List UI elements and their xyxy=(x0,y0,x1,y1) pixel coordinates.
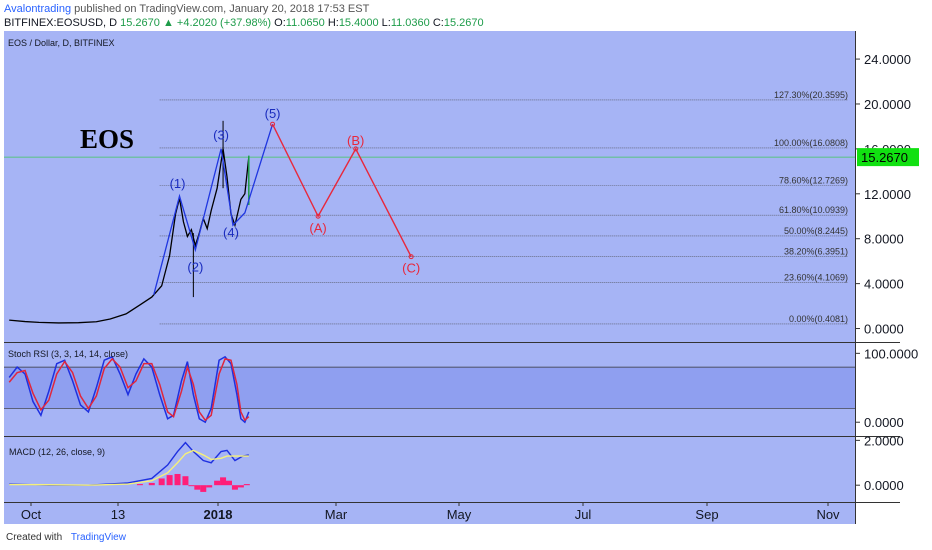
close-label: C: xyxy=(432,17,444,29)
price-axis-label: 20.0000 xyxy=(864,97,911,112)
time-axis-label: Sep xyxy=(695,507,718,522)
macd-histogram-bar xyxy=(243,484,250,486)
tradingview-brand[interactable]: TradingView xyxy=(70,532,126,543)
symbol-info: BITFINEX:EOSUSD, D 15.2670 ▲ +4.2020 (+3… xyxy=(4,17,484,29)
abc-projection-line xyxy=(271,123,412,257)
macd-histogram-bar xyxy=(231,485,238,490)
time-axis-label: May xyxy=(447,507,472,522)
close-value: 15.2670 xyxy=(443,17,484,29)
footer: Created with TradingView xyxy=(6,532,126,543)
projection-node xyxy=(315,213,321,219)
stoch-axis-label: 0.0000 xyxy=(864,415,904,430)
high-label: H: xyxy=(327,17,339,29)
macd-pane-title: MACD (12, 26, close, 9) xyxy=(9,447,105,457)
macd-histogram-bar xyxy=(174,473,181,486)
chart-background xyxy=(4,31,855,524)
macd-histogram-bar xyxy=(136,484,143,486)
macd-histogram-bar xyxy=(166,475,173,486)
time-axis-label: Mar xyxy=(325,507,348,522)
fib-level-label: 127.30%(20.3595) xyxy=(774,90,848,100)
price-axis-label: 0.0000 xyxy=(864,322,904,337)
created-with-text: Created with xyxy=(6,532,63,543)
open-value: 11.0650 xyxy=(285,17,325,29)
fib-level-label: 0.00%(0.4081) xyxy=(789,314,848,324)
wave-label: (B) xyxy=(347,133,364,148)
stoch-d-line xyxy=(8,357,250,422)
fib-level-label: 61.80%(10.0939) xyxy=(779,205,848,215)
last-price-badge xyxy=(857,148,919,167)
price-axis-label: 8.0000 xyxy=(864,232,904,247)
macd-axis-label: 2.0000 xyxy=(864,433,904,448)
impulse-wave-line xyxy=(153,123,274,296)
macd-axis-label: 0.0000 xyxy=(864,478,904,493)
stoch-band xyxy=(4,367,855,409)
price-axis-label: 4.0000 xyxy=(864,277,904,292)
projection-node xyxy=(353,146,359,152)
wave-label: (C) xyxy=(402,261,420,276)
author-link[interactable]: Avalontrading xyxy=(4,3,72,15)
macd-histogram-bar xyxy=(182,476,189,486)
change-value: ▲ +4.2020 (+37.98%) xyxy=(162,17,272,29)
last-price-badge-label: 15.2670 xyxy=(861,150,908,165)
projection-node xyxy=(408,254,414,260)
stoch-k-line xyxy=(8,355,250,424)
macd-histogram-bar xyxy=(237,485,244,488)
macd-histogram-bar xyxy=(214,480,221,486)
time-axis-label: Nov xyxy=(816,507,840,522)
stoch-axis-label: 100.0000 xyxy=(864,346,918,361)
macd-histogram-bar xyxy=(220,477,227,486)
macd-histogram-bar xyxy=(226,480,232,486)
axis-layer: 0.00004.00008.000012.000016.000020.00002… xyxy=(4,31,919,524)
time-axis-label: Oct xyxy=(21,507,42,522)
eos-watermark: EOS xyxy=(80,124,134,154)
fib-level-label: 50.00%(8.2445) xyxy=(784,226,848,236)
price-pane-title: EOS / Dollar, D, BITFINEX xyxy=(8,38,115,48)
wave-label: (3) xyxy=(213,128,229,143)
stoch-pane-title: Stoch RSI (3, 3, 14, 14, close) xyxy=(8,349,128,359)
macd-layer xyxy=(9,441,250,492)
wave-label: (4) xyxy=(223,225,239,240)
time-axis-label: 2018 xyxy=(204,507,233,522)
fib-level-label: 23.60%(4.1069) xyxy=(784,272,848,282)
high-value: 15.4000 xyxy=(338,17,379,29)
published-text: published on TradingView.com, January 20… xyxy=(74,3,370,15)
macd-histogram-bar xyxy=(148,482,155,486)
last-value: 15.2670 xyxy=(120,17,160,29)
macd-histogram-bar xyxy=(206,485,213,488)
projection-node xyxy=(270,121,276,127)
macd-histogram-bar xyxy=(200,485,207,492)
macd-histogram-bar xyxy=(194,485,201,490)
low-value: 11.0360 xyxy=(390,17,430,29)
wave-label: (2) xyxy=(187,260,203,275)
price-series xyxy=(9,148,250,324)
open-label: O: xyxy=(274,17,286,29)
macd-histogram-bar xyxy=(158,478,165,486)
stoch-layer xyxy=(4,355,855,424)
price-layer: (1) (2) (3) (4) (5) (A) (B) (C) xyxy=(4,106,855,324)
macd-signal-line xyxy=(9,449,249,486)
low-label: L: xyxy=(381,17,391,29)
price-axis-label: 12.0000 xyxy=(864,187,911,202)
fib-level-label: 38.20%(6.3951) xyxy=(784,247,848,257)
price-axis-label: 24.0000 xyxy=(864,52,911,67)
wave-label: (1) xyxy=(170,176,186,191)
time-axis-label: Jul xyxy=(575,507,592,522)
time-axis-label: 13 xyxy=(111,507,125,522)
fibonacci-layer: 127.30%(20.3595) 100.00%(16.0808) 78.60%(1… xyxy=(159,90,848,325)
fib-level-label: 78.60%(12.7269) xyxy=(779,176,848,186)
macd-histogram-bar xyxy=(188,485,195,487)
wave-label: (A) xyxy=(309,220,326,235)
fib-level-label: 100.00%(16.0808) xyxy=(774,138,848,148)
publish-info: Avalontrading published on TradingView.c… xyxy=(4,3,369,15)
wave-label: (5) xyxy=(265,106,281,121)
symbol-text: BITFINEX:EOSUSD, D xyxy=(4,17,118,29)
